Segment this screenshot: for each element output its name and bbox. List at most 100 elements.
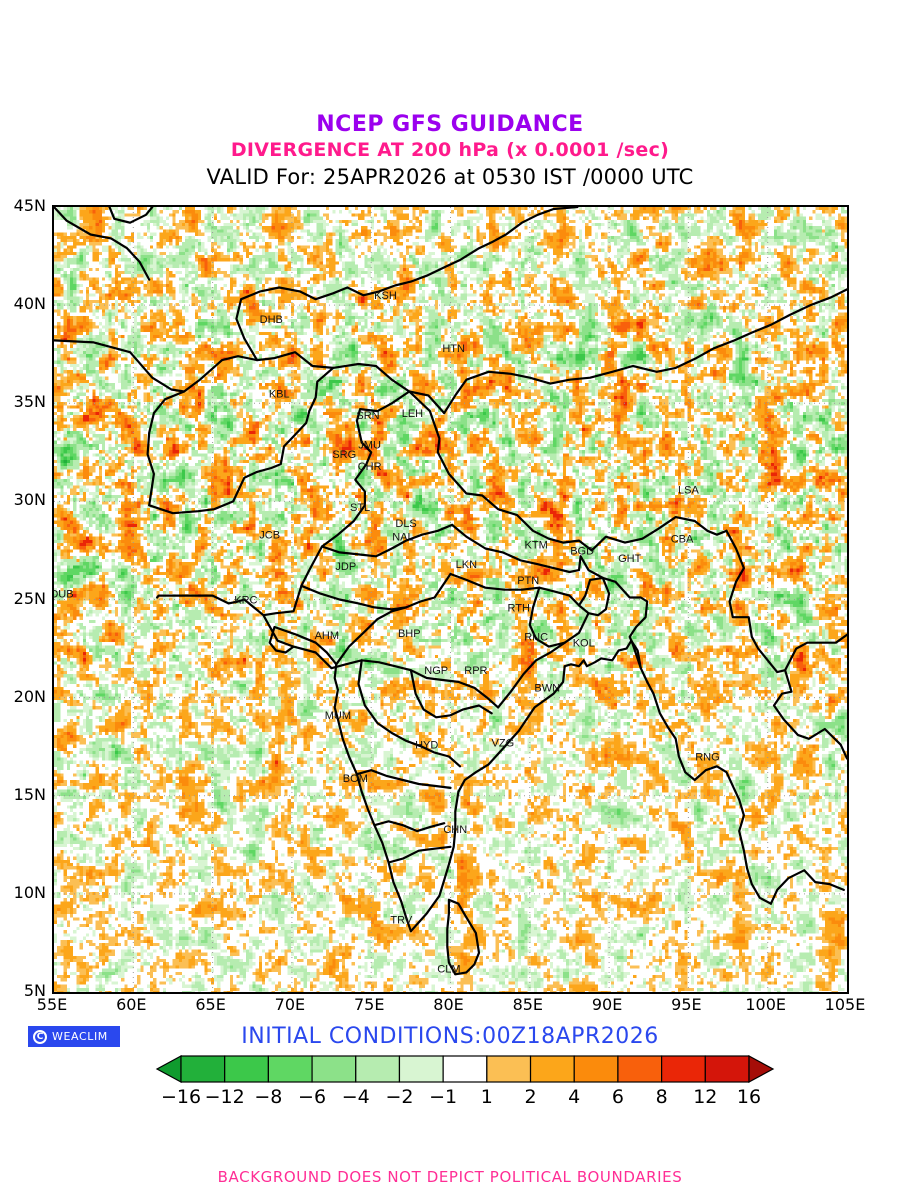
- x-tick-105E: 105E: [824, 995, 866, 1014]
- city-label-hyd: HYD: [415, 740, 438, 752]
- divergence-contour-band: [54, 207, 847, 992]
- page-title: NCEP GFS GUIDANCE: [316, 112, 584, 137]
- title-block: NCEP GFS GUIDANCE DIVERGENCE AT 200 hPa …: [0, 112, 900, 191]
- city-label-kbl: KBL: [269, 388, 290, 400]
- colorbar-cell: [311, 1055, 357, 1083]
- y-tick-25N: 25N: [13, 588, 46, 608]
- divergence-contour-band: [54, 207, 847, 992]
- city-label-htn: HTN: [442, 343, 465, 355]
- city-label-lkn: LKN: [456, 559, 477, 571]
- colorbar-tick-1: 1: [480, 1086, 493, 1108]
- colorbar-extend-high: [748, 1054, 775, 1084]
- city-label-leh: LEH: [402, 408, 423, 420]
- x-tick-70E: 70E: [274, 995, 306, 1014]
- colorbar-cell: [355, 1055, 401, 1083]
- city-label-ksh: KSH: [374, 290, 397, 302]
- colorbar-tick--16: −16: [160, 1086, 202, 1108]
- colorbar-cell: [486, 1055, 532, 1083]
- weaclim-label: WEACLIM: [52, 1030, 108, 1043]
- colorbar-tick--6: −6: [298, 1086, 327, 1108]
- city-label-mum: MUM: [325, 710, 351, 722]
- y-tick-40N: 40N: [13, 294, 46, 314]
- colorbar-tick--2: −2: [385, 1086, 414, 1108]
- colorbar-cell: [180, 1055, 226, 1083]
- map-coastlines: [54, 207, 847, 976]
- colorbar-tick--4: −4: [341, 1086, 370, 1108]
- map-plot-area: DHB KSH HTN KBL SRN LEH JMU SRG CHR LSA JCB STL DLS N…: [52, 205, 849, 994]
- city-label-jmu: JMU: [358, 439, 381, 451]
- city-label-ktm: KTM: [525, 539, 548, 551]
- city-label-krc: KRC: [234, 594, 257, 606]
- colorbar-tick-8: 8: [655, 1086, 668, 1108]
- colorbar-cell: [704, 1055, 750, 1083]
- colorbar-tick--8: −8: [254, 1086, 283, 1108]
- x-tick-55E: 55E: [36, 995, 68, 1014]
- city-label-vzg: VZG: [492, 738, 515, 750]
- colorbar-cell: [617, 1055, 663, 1083]
- weaclim-logo: C WEACLIM: [28, 1026, 120, 1047]
- colorbar-cell: [529, 1055, 575, 1083]
- city-label-bom: BOM: [343, 773, 368, 785]
- city-label-stl: STL: [350, 502, 370, 514]
- city-label-rng: RNG: [695, 751, 719, 763]
- colorbar: [155, 1054, 775, 1084]
- colorbar-tick--12: −12: [204, 1086, 245, 1108]
- y-tick-45N: 45N: [13, 196, 46, 215]
- city-label-srn: SRN: [356, 410, 379, 422]
- city-label-nal: NAL: [392, 532, 413, 544]
- x-tick-95E: 95E: [671, 995, 702, 1014]
- colorbar-tick-labels: −16 −12 −8 −6 −4 −2 −1 1 2 4 6 8 12 16: [155, 1086, 775, 1110]
- colorbar-cell: [267, 1055, 313, 1083]
- colorbar-tick-12: 12: [693, 1086, 718, 1108]
- city-label-bwn: BWN: [534, 683, 560, 695]
- colorbar-cell: [442, 1055, 488, 1083]
- colorbar-tick-6: 6: [611, 1086, 624, 1108]
- city-label-kol: KOL: [573, 638, 595, 650]
- divergence-contour-band: [63, 459, 67, 463]
- city-label-ptn: PTN: [517, 575, 539, 587]
- city-label-rpr: RPR: [464, 665, 487, 677]
- colorbar-tick--1: −1: [429, 1086, 458, 1108]
- x-tick-65E: 65E: [195, 995, 226, 1014]
- x-tick-90E: 90E: [591, 995, 623, 1014]
- colorbar-tick-4: 4: [568, 1086, 581, 1108]
- city-label-clm: CLM: [437, 963, 460, 975]
- x-tick-60E: 60E: [116, 995, 147, 1014]
- colorbar-cell: [573, 1055, 619, 1083]
- colorbar-cell: [398, 1055, 444, 1083]
- disclaimer-text: BACKGROUND DOES NOT DEPICT POLITICAL BOU…: [217, 1168, 683, 1186]
- city-label-dhb: DHB: [260, 314, 283, 326]
- valid-time: VALID For: 25APR2026 at 0530 IST /0000 U…: [206, 165, 694, 189]
- y-tick-10N: 10N: [13, 882, 46, 902]
- x-tick-80E: 80E: [433, 995, 464, 1014]
- city-label-jcb: JCB: [259, 530, 280, 542]
- city-label-jdp: JDP: [335, 561, 356, 573]
- city-label-dub: DUB: [54, 589, 74, 601]
- city-label-srg: SRG: [332, 449, 356, 461]
- copyright-icon: C: [33, 1029, 47, 1044]
- colorbar-tick-2: 2: [524, 1086, 537, 1108]
- divergence-contour-band: [60, 213, 845, 937]
- page-subtitle: DIVERGENCE AT 200 hPa (x 0.0001 /sec): [230, 139, 670, 161]
- initial-conditions-label: INITIAL CONDITIONS:00Z18APR2026: [241, 1024, 659, 1049]
- colorbar-tick-16: 16: [736, 1086, 762, 1108]
- city-label-bgd: BGD: [570, 545, 594, 557]
- y-tick-15N: 15N: [13, 784, 46, 804]
- city-label-chr: CHR: [358, 461, 382, 473]
- y-tick-35N: 35N: [13, 392, 46, 412]
- city-label-cba: CBA: [671, 534, 694, 546]
- y-tick-20N: 20N: [13, 686, 46, 706]
- divergence-contour-band: [54, 207, 847, 992]
- city-label-lsa: LSA: [678, 485, 699, 497]
- divergence-contour-band: [54, 207, 847, 992]
- y-tick-30N: 30N: [13, 490, 46, 510]
- x-tick-85E: 85E: [512, 995, 544, 1014]
- colorbar-extend-low: [155, 1054, 182, 1084]
- city-label-ahm: AHM: [315, 630, 339, 642]
- city-label-dls: DLS: [395, 518, 416, 530]
- colorbar-cell: [224, 1055, 269, 1083]
- city-label-ngp: NGP: [424, 665, 448, 677]
